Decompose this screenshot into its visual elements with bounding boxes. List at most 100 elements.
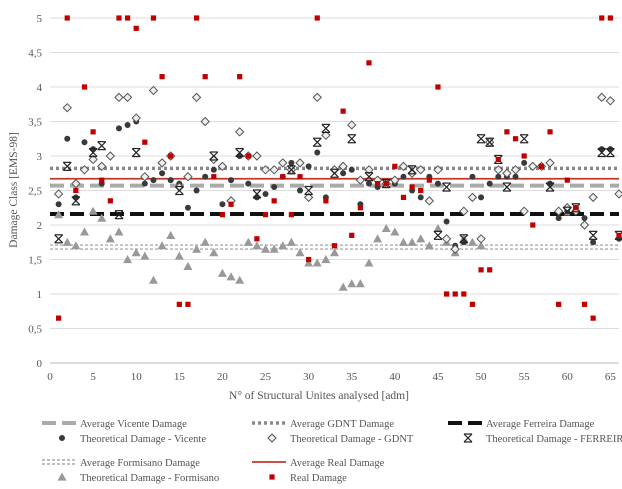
data-point [142, 139, 148, 145]
data-point [400, 194, 407, 200]
data-point [321, 255, 331, 264]
data-point [176, 301, 182, 307]
data-point [280, 174, 286, 180]
data-point [140, 171, 150, 182]
y-tick-label: 4 [37, 82, 43, 94]
y-tick-label: 2 [37, 220, 43, 232]
data-point [364, 172, 374, 182]
data-point [349, 232, 355, 238]
x-tick-label: 65 [605, 371, 617, 383]
data-point [314, 149, 321, 156]
data-point [295, 248, 305, 257]
series-triangle [54, 206, 486, 291]
data-point [200, 237, 210, 246]
data-point [416, 234, 426, 243]
data-point [502, 168, 512, 178]
data-point [467, 192, 478, 203]
data-point [521, 153, 527, 159]
data-point [486, 180, 493, 187]
data-point [124, 15, 131, 21]
data-point [88, 206, 98, 215]
data-point-stroke [597, 148, 607, 157]
data-point [312, 92, 322, 103]
data-point [476, 241, 486, 250]
data-point [390, 227, 400, 236]
legend-label: Theoretical Damage - GDNT [290, 434, 414, 445]
x-tick-label: 10 [131, 371, 143, 383]
data-point [166, 230, 176, 239]
data-point [62, 102, 72, 113]
data-point [234, 127, 245, 137]
data-point-stroke [476, 134, 486, 144]
data-point [590, 239, 597, 246]
data-point [355, 175, 366, 185]
x-axis-label: N° of Structural Unites analysed [adm] [229, 390, 409, 402]
data-point [450, 244, 460, 254]
data-point [159, 170, 166, 177]
data-point-stroke [459, 234, 469, 244]
data-point [553, 206, 564, 216]
data-point [433, 230, 443, 240]
legend-item: Theoretical Damage - Formisano [57, 472, 219, 484]
data-point-stroke [252, 189, 262, 199]
data-point [562, 206, 572, 216]
data-point [383, 181, 389, 187]
data-point [183, 171, 193, 182]
data-point [55, 201, 62, 208]
data-point [286, 165, 296, 175]
data-point [303, 192, 314, 203]
data-point [398, 161, 409, 172]
data-point-stroke [545, 182, 555, 192]
legend-marker-swatch [57, 472, 67, 481]
data-point [226, 272, 236, 281]
legend-label: Real Damage [290, 473, 347, 484]
series-circle [55, 118, 622, 249]
y-tick-label: 2,5 [28, 186, 42, 198]
legend-marker-swatch [463, 433, 473, 443]
y-axis-label: Damage Class [EMS-98] [8, 132, 20, 248]
data-point [245, 153, 251, 159]
data-point-stroke [235, 148, 245, 157]
data-point [443, 291, 450, 297]
x-tick-label: 40 [389, 371, 401, 383]
data-point [366, 60, 372, 66]
data-point [323, 198, 329, 204]
data-point [340, 170, 347, 177]
data-point [71, 196, 81, 206]
data-point [357, 205, 363, 211]
data-point [90, 129, 96, 135]
data-point [271, 198, 277, 204]
data-point [495, 156, 501, 163]
average-lines [50, 166, 619, 250]
data-point [409, 184, 415, 190]
data-point [148, 275, 158, 284]
data-point [174, 251, 184, 260]
data-point [237, 74, 243, 80]
data-point [347, 279, 357, 288]
data-point-stroke [605, 148, 615, 157]
data-point [330, 168, 339, 178]
data-point [390, 175, 400, 185]
x-tick-label: 35 [346, 371, 358, 383]
data-point [364, 165, 374, 175]
data-point-stroke [54, 234, 64, 244]
data-point [304, 258, 314, 267]
data-point [79, 165, 90, 175]
legend-label: Theoretical Damage - Formisano [80, 473, 219, 484]
legend-item: Average Ferreira Damage [448, 419, 595, 430]
data-point-stroke [588, 230, 598, 240]
data-point [407, 237, 417, 246]
data-point [254, 236, 260, 242]
data-points [53, 15, 622, 321]
data-point-stroke [347, 134, 357, 144]
y-tick-label: 1,5 [28, 255, 42, 267]
legend-label: Average Formisano Damage [80, 458, 200, 469]
data-point-stroke [88, 148, 98, 157]
data-point [512, 136, 519, 142]
data-point [521, 159, 528, 166]
data-point [217, 161, 228, 172]
axes: 00,511,522,533,544,550 5 10 15 20 25 30 35 40 45 5… [28, 13, 619, 383]
legend-item: Theoretical Damage - Vicente [59, 434, 206, 445]
x-tick-label: 20 [217, 371, 229, 383]
